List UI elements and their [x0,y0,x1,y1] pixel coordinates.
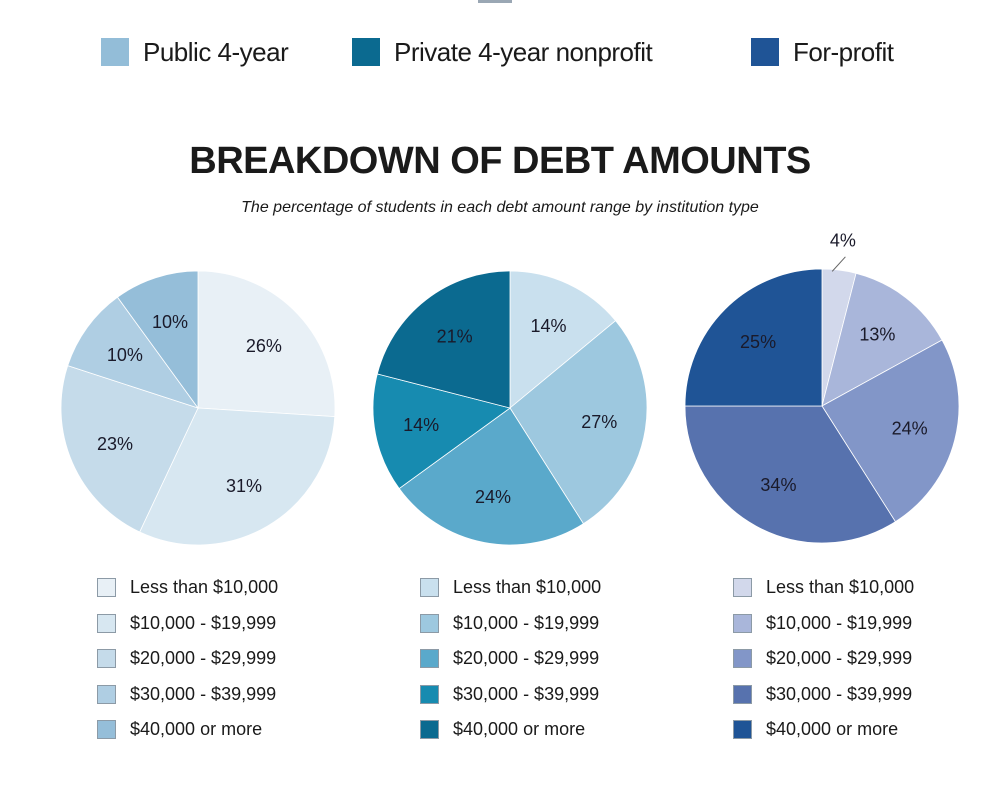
legend-label: $20,000 - $29,999 [453,648,600,669]
legend-swatch [420,649,439,669]
pie-slice [197,270,336,418]
leader-line [831,256,846,272]
pie-1: 14% 27% 24% 14% 21% [372,270,648,546]
pie-slice [398,407,584,546]
legend-swatch [97,613,116,633]
chart-title: BREAKDOWN OF DEBT AMOUNTS [189,140,811,182]
legend-swatch [751,38,779,66]
legend-item: $40,000 or more [733,712,914,748]
chart-subtitle: The percentage of students in each debt … [241,199,759,216]
slice-label: 25% [740,332,776,352]
slice-label: 26% [246,336,282,356]
legend-item: $30,000 - $39,999 [420,677,601,713]
pie-0: 26% 31% 23% 10% 10% [60,270,336,546]
legend-item: $40,000 or more [420,712,601,748]
pie-slice [60,365,199,533]
legend-label: $10,000 - $19,999 [130,612,277,633]
legend-item: $10,000 - $19,999 [97,606,278,642]
legend-label: Private 4-year nonprofit [394,36,653,67]
top-edge-mark [478,0,512,3]
pie-2: 4% 13% 24% 34% 25% [684,230,960,544]
legend-item: $30,000 - $39,999 [97,677,278,713]
legend-swatch [97,578,116,598]
legend-item: $10,000 - $19,999 [733,606,914,642]
legend-swatch [733,578,752,598]
legend-swatch [352,38,380,66]
legend-item: $20,000 - $29,999 [97,641,278,677]
legend-item: Less than $10,000 [733,570,914,606]
pie-slice [821,272,943,407]
legend-label: $20,000 - $29,999 [130,648,277,669]
legend-label: $30,000 - $39,999 [766,683,913,704]
slice-label: 4% [830,230,856,250]
legend-swatch [97,720,116,740]
legend-item: Less than $10,000 [420,570,601,606]
legend-item: $20,000 - $29,999 [420,641,601,677]
legend-label: Less than $10,000 [766,577,915,598]
legend-label: For-profit [793,36,894,67]
legend-swatch [420,578,439,598]
pie-slice [509,270,617,409]
legend-label: $30,000 - $39,999 [453,683,600,704]
legend-label: Less than $10,000 [453,577,602,598]
legend-item: Less than $10,000 [97,570,278,606]
legend-item: $20,000 - $29,999 [733,641,914,677]
pie-slice [116,270,199,410]
category-legend-0: Less than $10,000 $10,000 - $19,999 $20,00… [97,570,278,748]
legend-swatch [733,684,752,704]
category-legend-2: Less than $10,000 $10,000 - $19,999 $20,00… [733,570,914,748]
legend-label: $40,000 or more [130,719,263,740]
legend-swatch [420,684,439,704]
legend-label: Public 4-year [143,36,289,67]
slice-label: 13% [859,325,895,345]
pie-slice [139,407,336,546]
pie-slice [67,296,200,409]
legend-swatch [733,613,752,633]
pie-slice [684,405,896,544]
legend-item: $10,000 - $19,999 [420,606,601,642]
legend-swatch [97,684,116,704]
legend-swatch [420,720,439,740]
legend-label: Less than $10,000 [130,577,279,598]
legend-swatch [733,649,752,669]
slice-label: 34% [760,475,796,495]
legend-label: $10,000 - $19,999 [766,612,913,633]
slice-label: 23% [97,434,133,454]
slice-label: 27% [581,412,617,432]
slice-label: 21% [437,327,473,347]
slice-label: 31% [226,476,262,496]
legend-label: $20,000 - $29,999 [766,648,913,669]
slice-label: 10% [152,312,188,332]
pie-slice [684,268,823,407]
category-legend-1: Less than $10,000 $10,000 - $19,999 $20,00… [420,570,601,748]
legend-item: $40,000 or more [97,712,278,748]
legend-label: $40,000 or more [766,719,899,740]
slice-label: 14% [403,415,439,435]
legend-swatch [97,649,116,669]
legend-public: Public 4-year [101,34,289,70]
pie-slice [376,270,511,409]
pie-slice [372,373,511,490]
legend-swatch [420,613,439,633]
legend-private: Private 4-year nonprofit [352,34,653,70]
pie-slice [821,339,960,523]
legend-swatch [101,38,129,66]
slice-label: 24% [892,418,928,438]
legend-label: $40,000 or more [453,719,586,740]
slice-label: 10% [107,345,143,365]
legend-label: $10,000 - $19,999 [453,612,600,633]
legend-forprofit: For-profit [751,34,894,70]
legend-item: $30,000 - $39,999 [733,677,914,713]
slice-label: 14% [530,316,566,336]
legend-label: $30,000 - $39,999 [130,683,277,704]
pie-slice [509,320,648,525]
legend-swatch [733,720,752,740]
slice-label: 24% [475,487,511,507]
